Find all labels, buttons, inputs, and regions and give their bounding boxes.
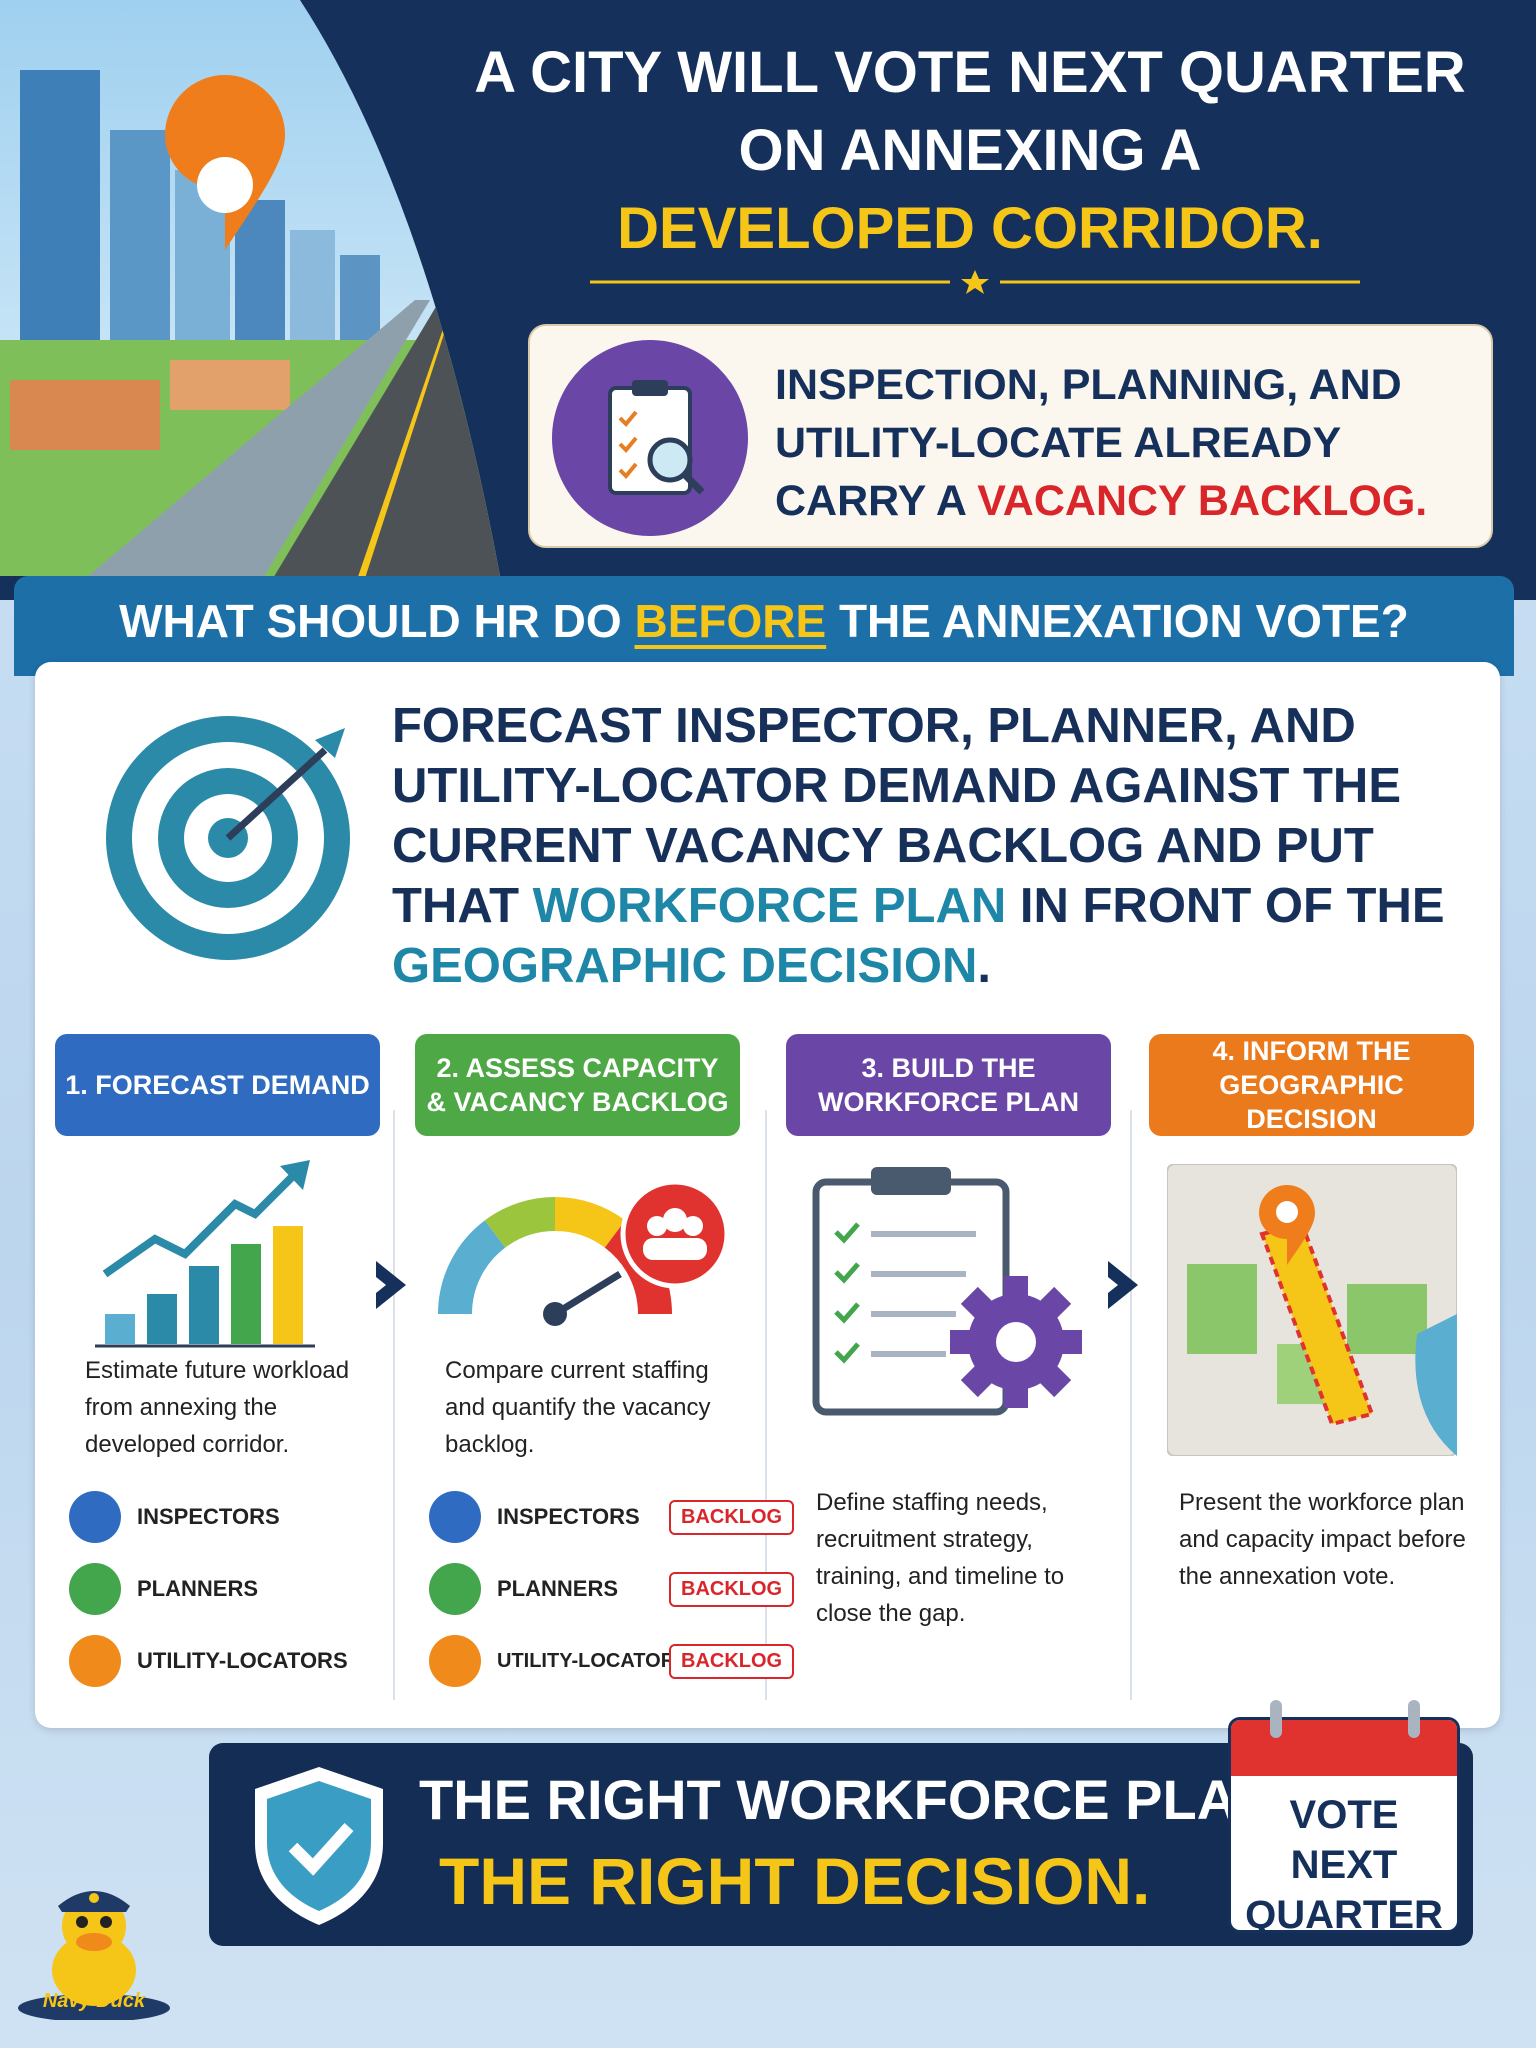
calendar-text: VOTE NEXT QUARTER — [1245, 1793, 1443, 1933]
answer-part: . — [977, 939, 991, 993]
step-title: 1. FORECAST DEMAND — [55, 1034, 380, 1136]
city-illustration — [0, 0, 500, 576]
role-item: UTILITY-LOCATORS — [69, 1633, 389, 1689]
plan-icon — [812, 1167, 1082, 1416]
role-name: PLANNERS — [137, 1576, 259, 1601]
answer-highlight: WORKFORCE PLAN — [532, 879, 1007, 933]
question-emphasis: BEFORE — [634, 595, 827, 647]
question-text: THE ANNEXATION VOTE? — [838, 595, 1409, 647]
gauge-icon — [438, 1179, 730, 1326]
backlog-badge: BACKLOG — [669, 1571, 795, 1607]
step-text: Estimate future workload from annexing t… — [85, 1357, 350, 1458]
role-name: INSPECTORS — [497, 1504, 640, 1529]
step-column: 4. INFORM THE GEOGRAPHIC DECISION Presen… — [1149, 1034, 1474, 1694]
growth-chart-icon — [95, 1160, 315, 1348]
role-name: PLANNERS — [497, 1576, 619, 1601]
map-icon — [1167, 1164, 1457, 1456]
clipboard-icon — [552, 340, 748, 536]
title-text: A CITY WILL VOTE NEXT QUARTER ON ANNEXIN… — [474, 40, 1466, 183]
step-title: 4. INFORM THE GEOGRAPHIC DECISION — [1149, 1034, 1474, 1136]
step-text: Present the workforce plan and capacity … — [1179, 1489, 1466, 1590]
backlog-badge: BACKLOG — [669, 1643, 795, 1679]
target-icon — [106, 716, 350, 960]
problem-card: INSPECTION, PLANNING, AND UTILITY-LOCATE… — [528, 324, 1493, 548]
role-name: UTILITY-LOCATORS — [497, 1649, 689, 1672]
mascot-icon — [18, 1891, 170, 2020]
problem-text: INSPECTION, PLANNING, AND UTILITY-LOCATE… — [775, 356, 1475, 530]
footer-highlight: THE RIGHT DECISION. — [439, 1844, 1151, 1918]
mascot-label: Navy Duck — [42, 1990, 146, 2012]
step-column: 3. BUILD THE WORKFORCE PLAN Define staff… — [786, 1034, 1111, 1694]
footer-line: THE RIGHT WORKFORCE PLAN. — [419, 1768, 1294, 1831]
role-item: PLANNERS — [69, 1561, 389, 1617]
role-item: INSPECTORS — [69, 1489, 389, 1545]
answer-highlight: GEOGRAPHIC DECISION — [392, 939, 978, 993]
step-title: 3. BUILD THE WORKFORCE PLAN — [786, 1034, 1111, 1136]
answer-part: FORECAST INSPECTOR, PLANNER, AND UTILITY… — [392, 699, 1401, 933]
step-text: Compare current staffing and quantify th… — [445, 1357, 711, 1458]
problem-statement: INSPECTION, PLANNING, AND UTILITY-LOCATE… — [775, 361, 1402, 525]
divider — [590, 270, 1360, 294]
backlog-badge: BACKLOG — [669, 1499, 795, 1535]
shield-icon — [255, 1767, 383, 1925]
column-separator — [765, 1110, 767, 1700]
role-name: INSPECTORS — [137, 1504, 280, 1529]
calendar-rings — [1270, 1700, 1420, 1738]
title: A CITY WILL VOTE NEXT QUARTER ON ANNEXIN… — [430, 34, 1510, 268]
chevron-arrow — [1108, 1261, 1138, 1309]
problem-highlight: VACANCY BACKLOG. — [977, 477, 1428, 525]
chevron-arrow — [376, 1261, 406, 1309]
step-text: Define staffing needs, recruitment strat… — [816, 1489, 1065, 1627]
step-title: 2. ASSESS CAPACITY & VACANCY BACKLOG — [415, 1034, 740, 1136]
answer-text: FORECAST INSPECTOR, PLANNER, AND UTILITY… — [392, 696, 1472, 996]
role-item: INSPECTORS BACKLOG — [429, 1489, 795, 1545]
column-separator — [1130, 1110, 1132, 1700]
question-band: WHAT SHOULD HR DO BEFORE THE ANNEXATION … — [14, 576, 1514, 676]
step-column: 2. ASSESS CAPACITY & VACANCY BACKLOG Com… — [415, 1034, 795, 1694]
question-text: WHAT SHOULD HR DO — [119, 595, 622, 647]
answer-part: IN FRONT OF THE — [1019, 879, 1445, 933]
role-name: UTILITY-LOCATORS — [137, 1648, 348, 1673]
calendar: VOTE NEXT QUARTER — [1228, 1717, 1460, 1933]
role-item: UTILITY-LOCATORS BACKLOG — [429, 1633, 795, 1689]
title-highlight: DEVELOPED CORRIDOR. — [617, 196, 1323, 261]
column-separator — [393, 1110, 395, 1700]
step-column: 1. FORECAST DEMAND Estimate future workl… — [55, 1034, 380, 1694]
role-item: PLANNERS BACKLOG — [429, 1561, 795, 1617]
